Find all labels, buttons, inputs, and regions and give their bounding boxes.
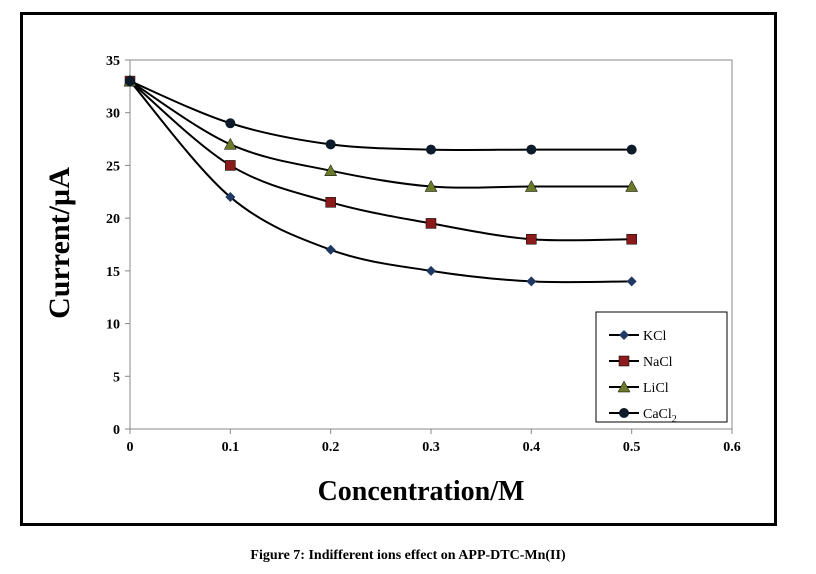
y-tick-label: 15: [106, 265, 120, 280]
series-line-3: [129, 80, 632, 152]
x-tick-label: 0.2: [322, 440, 340, 455]
series-line-1: [129, 80, 632, 242]
y-tick-label: 35: [106, 54, 120, 69]
chart-svg: 0 5 10 15 20 25 30 35 0 0.1 0.2 0.3 0.4 0.5 0.6 Curren…: [43, 54, 741, 507]
data-point: [526, 276, 537, 287]
y-tick-label: 10: [106, 318, 120, 333]
legend-label-subscript: 2: [672, 414, 677, 425]
x-tick-label: 0.6: [723, 440, 741, 455]
series-line-2: [129, 80, 632, 189]
data-point: [325, 197, 336, 208]
data-point: [626, 233, 637, 245]
y-tick-label: 25: [106, 159, 120, 174]
x-tick-label: 0.5: [623, 440, 641, 455]
data-point: [625, 179, 639, 192]
legend-box: [595, 311, 728, 423]
x-tick-label: 0.4: [523, 440, 541, 455]
data-point: [225, 192, 236, 203]
legend: KCl NaCl LiCl CaCl2: [595, 311, 728, 425]
chart-frame: 0 5 10 15 20 25 30 35 0 0.1 0.2 0.3 0.4 0.5 0.6 Curren…: [20, 12, 777, 526]
x-tick-label: 0: [127, 440, 134, 455]
y-tick-label: 20: [106, 212, 120, 227]
data-point: [526, 144, 537, 155]
data-point: [324, 164, 338, 176]
x-tick-label: 0.3: [422, 440, 440, 455]
data-point: [125, 76, 135, 87]
data-point: [424, 179, 438, 192]
y-tick-label: 30: [106, 107, 120, 122]
legend-label: NaCl: [643, 355, 673, 370]
y-axis-title: Current/µA: [43, 167, 76, 319]
axes: [125, 59, 733, 434]
data-point: [325, 139, 336, 150]
figure-caption: Figure 7: Indifferent ions effect on APP…: [250, 548, 566, 563]
tick-labels: 0 5 10 15 20 25 30 35 0 0.1 0.2 0.3 0.4 0.5 0.6: [106, 54, 741, 455]
x-axis-title: Concentration/M: [318, 476, 525, 507]
data-point: [526, 233, 537, 245]
data-point: [225, 118, 236, 129]
data-point: [426, 144, 436, 155]
data-point: [425, 218, 437, 229]
data-point: [426, 265, 436, 276]
y-tick-label: 0: [113, 423, 120, 438]
data-point: [225, 160, 236, 171]
legend-marker: [618, 355, 630, 367]
legend-marker: [617, 380, 631, 393]
series-lines: [123, 74, 639, 287]
data-point: [524, 179, 538, 192]
data-point: [223, 137, 237, 150]
legend-label: LiCl: [643, 381, 669, 396]
legend-marker: [619, 408, 629, 418]
data-point: [626, 144, 637, 155]
y-tick-label: 5: [113, 370, 120, 385]
legend-marker: [619, 330, 629, 340]
data-point: [626, 276, 637, 287]
x-tick-label: 0.1: [222, 440, 240, 455]
series-line-0: [129, 80, 632, 284]
legend-label: CaCl2: [643, 407, 677, 425]
legend-label: KCl: [643, 329, 666, 344]
data-point: [325, 244, 336, 255]
